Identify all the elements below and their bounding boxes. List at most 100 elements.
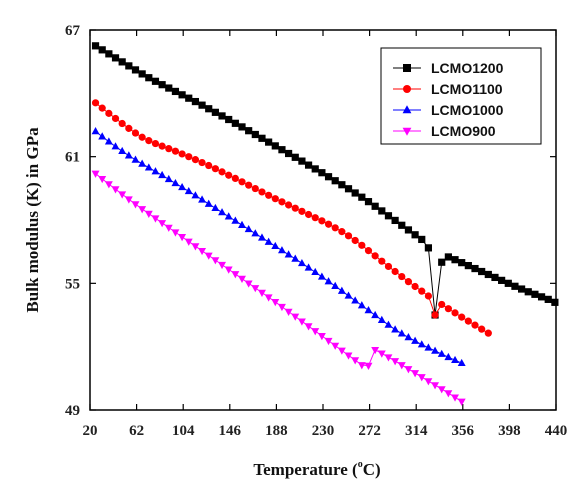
data-point <box>91 99 100 107</box>
data-point <box>544 295 552 303</box>
legend-label: LCMO1100 <box>431 81 503 97</box>
data-point <box>391 358 400 366</box>
x-tick-label: 188 <box>265 423 288 439</box>
data-point <box>311 165 319 173</box>
data-point <box>431 311 439 319</box>
data-point <box>251 229 260 237</box>
data-point <box>118 191 127 199</box>
data-point <box>198 247 207 256</box>
data-point <box>231 119 239 127</box>
data-point <box>531 290 539 298</box>
data-point <box>524 288 532 296</box>
data-point <box>391 216 399 225</box>
data-point <box>105 109 113 117</box>
data-point <box>198 101 206 109</box>
data-point <box>478 267 486 276</box>
data-point <box>364 306 373 314</box>
data-point <box>265 138 273 146</box>
data-point <box>397 362 406 370</box>
data-point <box>258 188 266 196</box>
data-point <box>451 355 459 364</box>
data-point <box>211 108 219 116</box>
data-point <box>191 156 200 164</box>
data-point <box>124 151 133 159</box>
data-point <box>158 142 166 150</box>
data-point <box>551 298 559 306</box>
data-point <box>498 276 506 284</box>
data-point <box>91 42 100 50</box>
data-point <box>271 299 280 307</box>
data-point <box>231 216 240 224</box>
x-tick-label: 20 <box>83 423 98 439</box>
legend-label: LCMO900 <box>431 123 496 139</box>
data-point <box>444 390 453 398</box>
data-point <box>378 257 386 265</box>
data-point <box>244 224 253 233</box>
data-point <box>171 147 180 155</box>
data-point <box>291 313 300 321</box>
data-point <box>245 181 253 189</box>
data-point <box>504 279 512 287</box>
data-point <box>211 257 220 265</box>
data-point <box>324 173 333 181</box>
legend-marker <box>403 85 411 93</box>
data-point <box>404 366 413 374</box>
data-point <box>351 189 359 197</box>
data-point <box>337 286 346 294</box>
data-point <box>397 329 406 337</box>
data-point <box>338 181 346 189</box>
data-point <box>111 142 120 150</box>
series-lcmo1100 <box>91 99 492 337</box>
data-point <box>111 114 120 123</box>
data-point <box>151 167 160 175</box>
data-point <box>491 273 499 282</box>
data-point <box>204 252 213 260</box>
data-point <box>417 340 426 348</box>
axis-ticks: 20 62 104 146 188 230 272 314 356 398 440 49 55 61 67 <box>65 23 567 439</box>
data-point <box>191 97 200 106</box>
data-point <box>484 270 492 279</box>
data-point <box>144 163 153 171</box>
data-point <box>298 157 306 165</box>
data-point <box>218 261 226 270</box>
data-point <box>431 346 440 354</box>
data-point <box>211 203 220 212</box>
data-point <box>378 207 386 215</box>
data-point <box>105 50 113 58</box>
data-point <box>264 294 273 302</box>
data-point <box>417 374 426 382</box>
data-point <box>191 191 200 199</box>
x-tick-label: 146 <box>219 423 242 439</box>
data-point <box>245 127 253 135</box>
data-point <box>251 130 259 139</box>
data-point <box>238 123 246 131</box>
data-point <box>451 309 459 317</box>
data-point <box>358 241 366 249</box>
x-tick-label: 272 <box>358 423 381 439</box>
data-point <box>518 285 526 293</box>
data-point <box>178 182 187 191</box>
data-point <box>225 115 233 124</box>
data-point <box>171 229 180 237</box>
data-point <box>171 87 180 96</box>
data-point <box>411 282 419 291</box>
data-point <box>457 358 466 367</box>
data-point <box>91 170 100 178</box>
data-point <box>424 378 433 386</box>
data-point <box>198 158 206 167</box>
data-point <box>205 105 213 113</box>
data-point <box>371 310 380 319</box>
data-point <box>258 233 266 241</box>
data-point <box>191 243 200 251</box>
data-point <box>277 246 286 254</box>
data-point <box>331 177 339 185</box>
data-point <box>211 165 219 173</box>
data-point <box>371 252 379 260</box>
data-point <box>185 153 193 161</box>
data-point <box>165 84 173 92</box>
data-point <box>431 382 440 390</box>
legend-label: LCMO1200 <box>431 60 504 76</box>
data-point <box>304 161 313 169</box>
data-point <box>457 398 466 406</box>
data-point <box>131 66 140 74</box>
